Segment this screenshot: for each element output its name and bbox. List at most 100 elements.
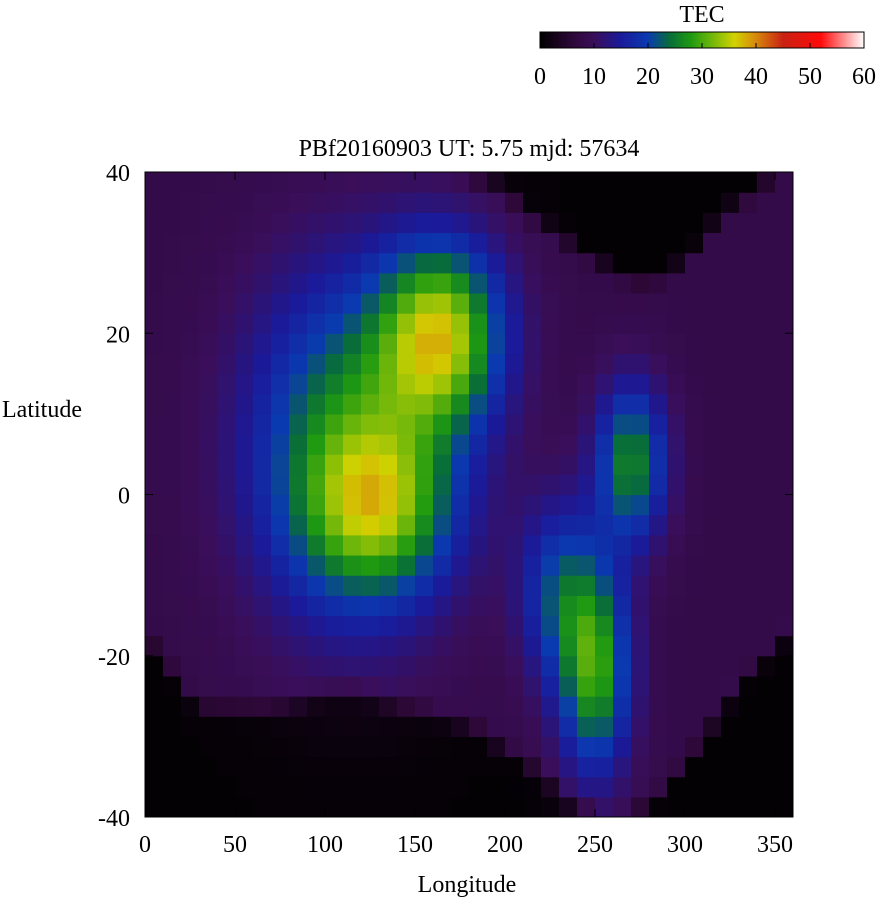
heatmap-cell	[541, 655, 560, 677]
heatmap-cell	[181, 534, 200, 556]
heatmap-cell	[721, 534, 740, 556]
heatmap-cell	[217, 675, 236, 697]
heatmap-cell	[721, 373, 740, 395]
heatmap-cell	[199, 595, 218, 617]
heatmap-cell	[325, 635, 344, 657]
heatmap-cell	[433, 655, 452, 677]
colorbar-tick-label: 30	[690, 64, 714, 90]
heatmap-cell	[613, 474, 632, 496]
heatmap-cell	[397, 554, 416, 576]
heatmap-cell	[577, 615, 596, 637]
heatmap-cell	[145, 776, 164, 798]
heatmap-cell	[577, 595, 596, 617]
heatmap-cell	[631, 615, 650, 637]
heatmap-cell	[199, 655, 218, 677]
heatmap-cell	[739, 292, 758, 314]
heatmap-cell	[577, 192, 596, 213]
heatmap-cell	[703, 696, 722, 717]
heatmap-cell	[559, 172, 578, 193]
x-tick-label: 200	[487, 832, 523, 858]
heatmap-cell	[217, 333, 236, 355]
heatmap-cell	[775, 655, 793, 677]
heatmap-cell	[289, 232, 308, 254]
heatmap-cell	[577, 575, 596, 596]
heatmap-cell	[595, 474, 614, 496]
heatmap-cell	[469, 534, 488, 556]
heatmap-cell	[433, 736, 452, 758]
heatmap-cell	[469, 434, 488, 455]
heatmap-cell	[217, 655, 236, 677]
heatmap-cell	[451, 776, 470, 798]
heatmap-cell	[145, 796, 164, 817]
heatmap-cell	[631, 232, 650, 254]
heatmap-cell	[523, 373, 542, 395]
heatmap-cell	[433, 575, 452, 596]
heatmap-cell	[685, 514, 704, 536]
heatmap-cell	[595, 292, 614, 314]
heatmap-cell	[595, 776, 614, 798]
heatmap-cell	[163, 615, 182, 637]
heatmap-cell	[487, 272, 506, 294]
heatmap-cell	[199, 575, 218, 596]
heatmap-cell	[631, 192, 650, 213]
colorbar-tick-label: 40	[744, 64, 768, 90]
heatmap-cell	[415, 675, 434, 697]
heatmap-cell	[451, 172, 470, 193]
heatmap-cell	[775, 776, 793, 798]
heatmap-cell	[739, 494, 758, 516]
heatmap-cell	[163, 514, 182, 536]
heatmap-cell	[559, 514, 578, 536]
heatmap-cell	[253, 272, 272, 294]
heatmap-cell	[667, 575, 686, 596]
y-tick-label: 40	[106, 161, 130, 187]
heatmap-cell	[433, 595, 452, 617]
heatmap-cell	[163, 313, 182, 334]
y-tick-label: -40	[98, 806, 130, 832]
heatmap-cell	[649, 796, 668, 817]
heatmap-cell	[649, 736, 668, 758]
heatmap-cell	[577, 796, 596, 817]
colorbar-tick-label: 50	[798, 64, 822, 90]
heatmap-cell	[415, 756, 434, 778]
heatmap-cell	[361, 272, 380, 294]
heatmap-cell	[325, 615, 344, 637]
heatmap-cell	[757, 252, 776, 274]
heatmap-cell	[505, 716, 524, 737]
heatmap-cell	[397, 373, 416, 395]
heatmap-cell	[523, 454, 542, 475]
heatmap-cell	[163, 474, 182, 496]
heatmap-cell	[253, 333, 272, 355]
heatmap-cell	[181, 373, 200, 395]
heatmap-cell	[145, 454, 164, 475]
heatmap-cell	[307, 192, 326, 213]
heatmap-cell	[307, 232, 326, 254]
heatmap-cell	[181, 494, 200, 516]
heatmap-cell	[163, 716, 182, 737]
heatmap-cell	[541, 756, 560, 778]
plot-area	[144, 171, 794, 818]
heatmap-cell	[775, 696, 793, 717]
heatmap-cell	[685, 635, 704, 657]
heatmap-cell	[217, 595, 236, 617]
heatmap-cell	[721, 413, 740, 435]
heatmap-cell	[289, 192, 308, 213]
heatmap-cell	[433, 252, 452, 274]
heatmap-cell	[523, 353, 542, 375]
heatmap-cell	[145, 736, 164, 758]
heatmap-cell	[325, 474, 344, 496]
heatmap-cell	[757, 292, 776, 314]
heatmap-cell	[757, 655, 776, 677]
heatmap-cell	[541, 252, 560, 274]
heatmap-cell	[613, 454, 632, 475]
heatmap-cell	[415, 514, 434, 536]
heatmap-cell	[451, 353, 470, 375]
heatmap-cell	[181, 272, 200, 294]
heatmap-cell	[361, 192, 380, 213]
heatmap-cell	[469, 716, 488, 737]
heatmap-cell	[613, 615, 632, 637]
heatmap-cell	[577, 292, 596, 314]
heatmap-cell	[217, 373, 236, 395]
heatmap-cell	[271, 736, 290, 758]
heatmap-cell	[271, 635, 290, 657]
heatmap-cell	[613, 434, 632, 455]
